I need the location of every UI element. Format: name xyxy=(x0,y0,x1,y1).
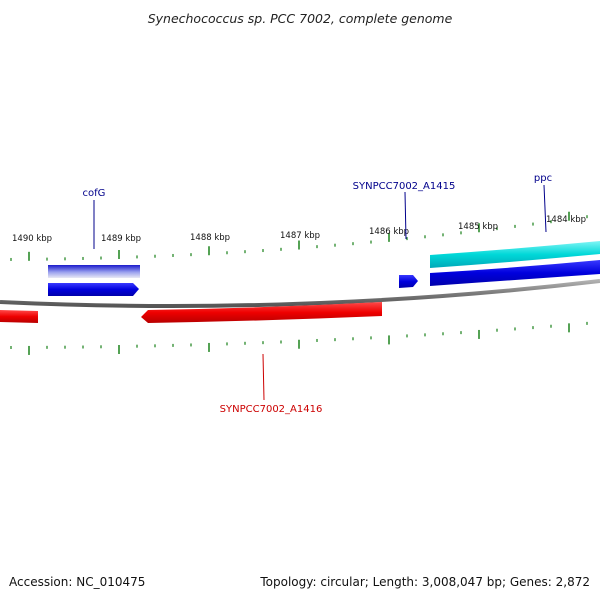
gene-cofG-label: cofG xyxy=(83,188,106,199)
forward-tick-row xyxy=(10,211,588,261)
gene-ppc[interactable]: ppc xyxy=(430,173,600,286)
scale-label-1484: 1484 kbp xyxy=(546,215,586,225)
scale-label-1490: 1490 kbp xyxy=(12,234,52,244)
gene-SYNPCC7002_A1415[interactable]: SYNPCC7002_A1415 xyxy=(353,181,456,288)
gene-SYNPCC7002_A1416-arrow xyxy=(141,302,382,323)
gene-ppc-label: ppc xyxy=(534,173,552,184)
footer-summary: Topology: circular; Length: 3,008,047 bp… xyxy=(259,575,590,589)
gene-SYNPCC7002_A1416[interactable]: SYNPCC7002_A1416 xyxy=(141,302,382,415)
scale-label-1485: 1485 kbp xyxy=(458,222,498,232)
gene-reverse-left[interactable] xyxy=(0,310,38,323)
gene-ppc-arrow xyxy=(430,260,600,286)
gene-SYNPCC7002_A1416-leader xyxy=(262,353,265,401)
gene-SYNPCC7002_A1415-leader xyxy=(404,191,407,240)
gene-SYNPCC7002_A1415-label: SYNPCC7002_A1415 xyxy=(353,181,456,192)
gene-reverse-left-arrow xyxy=(0,310,38,323)
gene-cofG[interactable]: cofG xyxy=(48,188,140,296)
map-title: Synechococcus sp. PCC 7002, complete gen… xyxy=(148,11,453,26)
gene-SYNPCC7002_A1416-label: SYNPCC7002_A1416 xyxy=(220,404,323,415)
gene-SYNPCC7002_A1415-arrow xyxy=(399,275,418,288)
gene-cofG-arrow-outer xyxy=(48,265,140,278)
gene-ppc-arrow-highlight xyxy=(430,241,600,268)
gene-cofG-arrow-inner xyxy=(48,283,139,296)
scale-label-1486: 1486 kbp xyxy=(369,227,409,237)
genome-backbone xyxy=(0,279,600,308)
reverse-tick-row xyxy=(10,321,588,355)
footer-accession: Accession: NC_010475 xyxy=(9,575,145,589)
scale-labels: 1490 kbp 1489 kbp 1488 kbp 1487 kbp 1486… xyxy=(12,215,586,244)
scale-label-1487: 1487 kbp xyxy=(280,231,320,241)
scale-label-1488: 1488 kbp xyxy=(190,233,230,243)
gene-ppc-leader xyxy=(543,184,547,233)
scale-label-1489: 1489 kbp xyxy=(101,234,141,244)
